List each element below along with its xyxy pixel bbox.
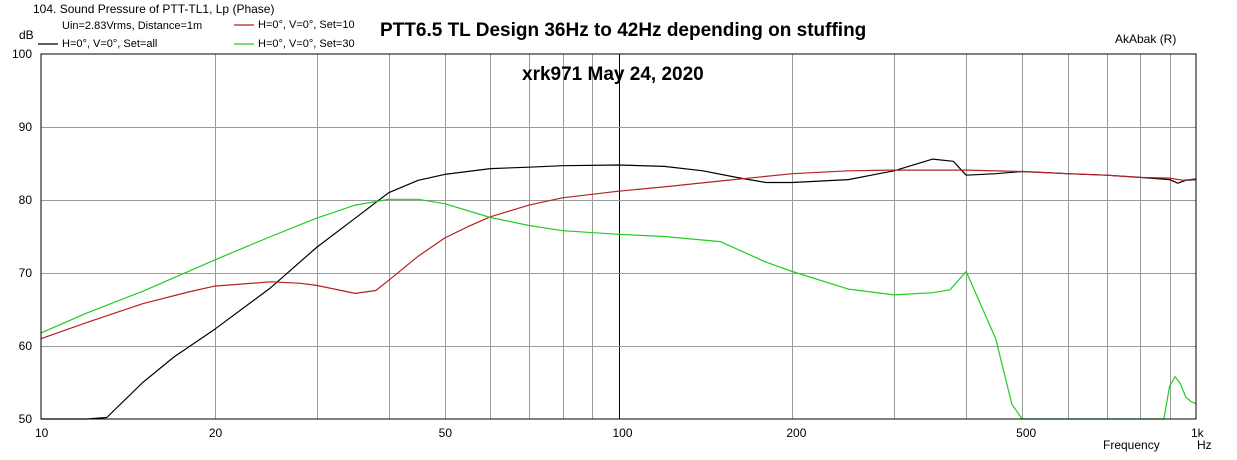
x-tick-label: 1k (1191, 426, 1205, 440)
x-axis-label: Frequency (1103, 438, 1160, 452)
legend-label-set-30: H=0°, V=0°, Set=30 (258, 38, 355, 50)
series-line-2 (40, 198, 1197, 420)
x-tick-label: 200 (786, 426, 806, 440)
brand-label: AkAbak (R) (1115, 32, 1176, 46)
chart-subtitle: xrk971 May 24, 2020 (522, 64, 704, 85)
legend: H=0°, V=0°, Set=all H=0°, V=0°, Set=10 H… (38, 19, 355, 50)
plot-frame (40, 53, 1197, 420)
x-tick-label: 10 (35, 426, 49, 440)
y-tick-label: 50 (19, 412, 33, 426)
y-tick-label: 90 (19, 120, 33, 134)
y-tick-label: 80 (19, 193, 33, 207)
legend-label-set-all: H=0°, V=0°, Set=all (62, 38, 157, 50)
x-tick-label: 50 (439, 426, 453, 440)
x-tick-label: 20 (209, 426, 223, 440)
y-tick-label: 60 (19, 339, 33, 353)
y-tick-label: 100 (12, 47, 32, 61)
series-lines (40, 158, 1197, 420)
condition-label: Uin=2.83Vrms, Distance=1m (62, 20, 202, 32)
tick-labels: 10 20 50 100 200 500 1k 50 60 70 80 90 100 (12, 47, 1205, 440)
y-axis-label: dB (19, 28, 34, 42)
x-tick-label: 100 (613, 426, 633, 440)
window-label: 104. Sound Pressure of PTT-TL1, Lp (Phas… (33, 2, 274, 16)
x-axis-unit: Hz (1197, 438, 1212, 452)
x-tick-label: 500 (1016, 426, 1036, 440)
grid (41, 54, 1196, 419)
series-line-1 (40, 169, 1197, 340)
y-tick-label: 70 (19, 266, 33, 280)
chart-title: PTT6.5 TL Design 36Hz to 42Hz depending … (380, 20, 866, 41)
legend-label-set-10: H=0°, V=0°, Set=10 (258, 19, 355, 31)
